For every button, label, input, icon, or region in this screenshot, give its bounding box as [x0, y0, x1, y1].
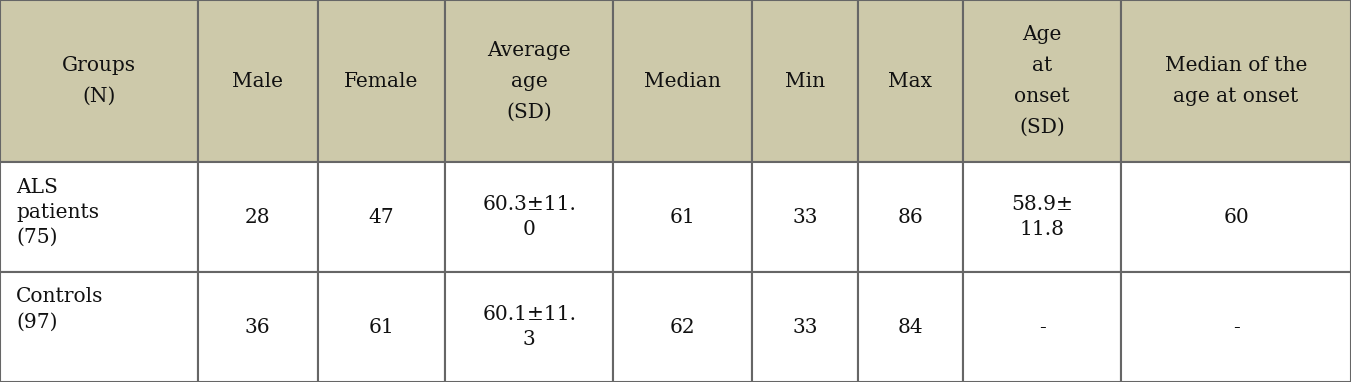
Text: Controls
(97): Controls (97): [16, 288, 104, 332]
Text: 60.1±11.
3: 60.1±11. 3: [482, 305, 576, 349]
Bar: [1121, 272, 1351, 382]
Text: Female: Female: [345, 72, 419, 91]
Text: Min: Min: [785, 72, 825, 91]
Text: Max: Max: [889, 72, 932, 91]
Bar: [197, 0, 317, 162]
Bar: [317, 162, 444, 272]
Bar: [444, 162, 613, 272]
Text: -: -: [1039, 317, 1046, 337]
Bar: [317, 272, 444, 382]
Text: 86: 86: [897, 208, 923, 227]
Bar: [963, 272, 1121, 382]
Bar: [197, 162, 317, 272]
Bar: [613, 162, 753, 272]
Bar: [858, 162, 963, 272]
Text: Median of the
age at onset: Median of the age at onset: [1165, 56, 1308, 106]
Bar: [0, 272, 197, 382]
Bar: [1121, 0, 1351, 162]
Bar: [317, 0, 444, 162]
Bar: [963, 162, 1121, 272]
Bar: [197, 272, 317, 382]
Bar: [753, 272, 858, 382]
Bar: [444, 272, 613, 382]
Bar: [753, 162, 858, 272]
Text: 84: 84: [897, 317, 923, 337]
Bar: [1121, 162, 1351, 272]
Text: 61: 61: [670, 208, 696, 227]
Bar: [858, 0, 963, 162]
Bar: [0, 0, 197, 162]
Bar: [753, 0, 858, 162]
Text: 33: 33: [792, 317, 817, 337]
Text: ALS
patients
(75): ALS patients (75): [16, 178, 99, 247]
Text: 60.3±11.
0: 60.3±11. 0: [482, 195, 576, 239]
Text: Age
at
onset
(SD): Age at onset (SD): [1015, 25, 1070, 137]
Bar: [0, 162, 197, 272]
Text: 58.9±
11.8: 58.9± 11.8: [1011, 195, 1073, 239]
Text: Average
age
(SD): Average age (SD): [488, 40, 571, 122]
Text: 33: 33: [792, 208, 817, 227]
Text: 36: 36: [245, 317, 270, 337]
Text: Male: Male: [232, 72, 284, 91]
Text: Groups
(N): Groups (N): [62, 56, 136, 106]
Text: 62: 62: [670, 317, 696, 337]
Text: Median: Median: [644, 72, 721, 91]
Bar: [613, 0, 753, 162]
Text: 47: 47: [369, 208, 394, 227]
Bar: [858, 272, 963, 382]
Bar: [613, 272, 753, 382]
Bar: [444, 0, 613, 162]
Text: 60: 60: [1223, 208, 1248, 227]
Text: -: -: [1232, 317, 1239, 337]
Bar: [963, 0, 1121, 162]
Text: 61: 61: [369, 317, 394, 337]
Text: 28: 28: [245, 208, 270, 227]
